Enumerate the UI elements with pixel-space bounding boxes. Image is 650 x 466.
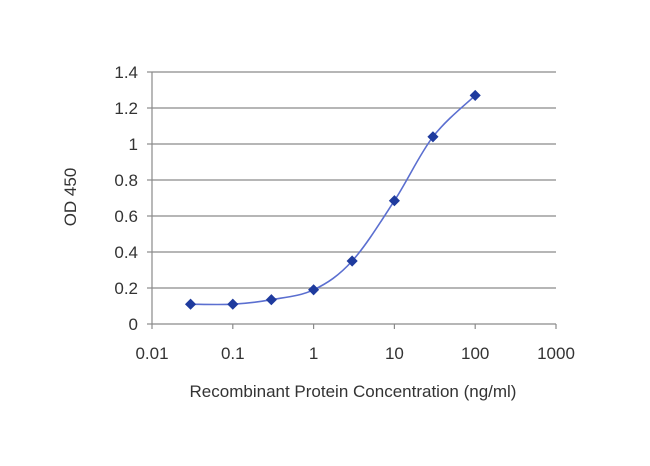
- data-point-3: [308, 284, 320, 296]
- y-tick-label-2: 0.4: [114, 243, 138, 262]
- data-point-2: [265, 294, 277, 306]
- y-axis-title: OD 450: [61, 168, 80, 227]
- y-tick-labels: 0 0.2 0.4 0.6 0.8 1 1.2 1.4: [114, 63, 138, 334]
- data-series: [184, 89, 481, 310]
- data-point-7: [469, 89, 481, 101]
- y-tick-label-7: 1.4: [114, 63, 138, 82]
- data-point-0: [184, 298, 197, 310]
- y-tick-label-4: 0.8: [114, 171, 138, 190]
- data-point-1: [227, 298, 239, 310]
- y-tick-label-1: 0.2: [114, 279, 138, 298]
- y-tick-label-5: 1: [129, 135, 138, 154]
- x-tick-label-3: 10: [385, 344, 404, 363]
- grid-lines: [152, 71, 556, 289]
- x-tick-labels: 0.01 0.1 1 10 100 1000: [135, 344, 574, 363]
- series-line-0: [190, 94, 476, 306]
- x-tick-label-2: 1: [309, 344, 318, 363]
- x-tick-label-1: 0.1: [221, 344, 245, 363]
- y-tick-label-0: 0: [129, 315, 138, 334]
- data-point-4: [346, 255, 358, 267]
- y-tick-label-3: 0.6: [114, 207, 138, 226]
- data-point-6: [427, 131, 439, 143]
- x-axis-title: Recombinant Protein Concentration (ng/ml…: [190, 382, 517, 401]
- x-tick-label-5: 1000: [537, 344, 575, 363]
- x-tick-label-4: 100: [461, 344, 489, 363]
- x-tick-label-0: 0.01: [135, 344, 168, 363]
- y-tick-label-6: 1.2: [114, 99, 138, 118]
- data-point-5: [388, 195, 400, 207]
- axes: [147, 71, 557, 329]
